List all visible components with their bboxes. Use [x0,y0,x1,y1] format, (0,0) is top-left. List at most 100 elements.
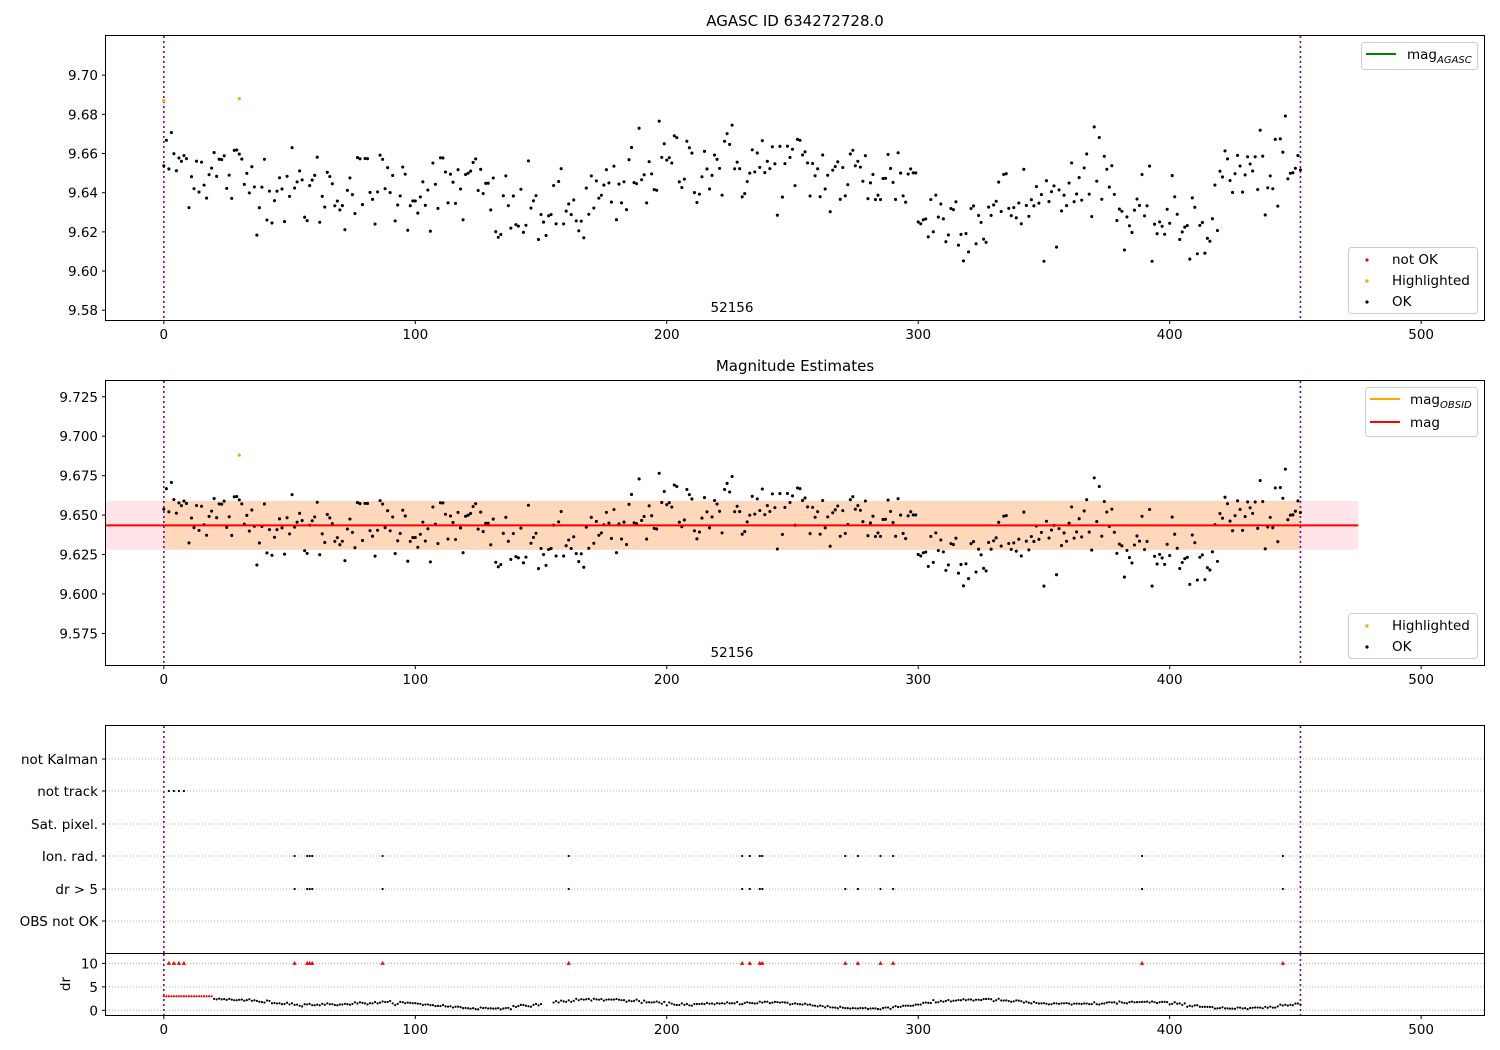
ok-point [267,528,271,532]
dr-point [826,1004,829,1008]
ok-point [436,206,440,210]
ok-point [906,514,910,518]
ok-point [587,212,591,216]
ok-point [936,215,940,219]
dr-point [469,1007,472,1010]
ok-point [816,510,820,514]
dr-point [504,1006,507,1010]
ok-point [172,497,176,502]
ok-point [813,515,817,519]
ok-point [526,159,531,163]
ok-point [162,507,166,511]
dr-point [889,1007,892,1010]
dr-point [1271,1006,1274,1009]
dr-point [529,1005,533,1008]
dr-point [368,1002,372,1005]
x-tick-label: 300 [905,1022,931,1038]
ok-point [245,171,249,175]
ok-point [496,235,500,239]
y-tick-label: 9.64 [68,186,98,202]
y-tick-label: 9.625 [59,548,98,564]
dr-point [658,1001,661,1004]
dr-outlier-marker [566,960,571,965]
ok-point [511,531,515,536]
dr-point [348,1003,352,1006]
dr-point [502,1007,505,1010]
ok-point [1218,169,1222,173]
y-tick-label: 5 [89,980,98,996]
ok-point [1268,515,1272,519]
ok-point [358,502,362,506]
dr-point [356,1002,359,1005]
dr-point [635,998,638,1001]
ok-point [509,557,513,561]
ok-point [994,199,998,203]
legend-mag-label: mag [1410,415,1440,431]
dr-point [585,998,588,1001]
dr-point [346,1003,349,1006]
ok-point [423,203,427,207]
ok-point [889,166,893,171]
dr-point [1291,1004,1294,1007]
ok-point [192,187,196,191]
ok-point [212,497,216,501]
ok-point [1082,166,1086,170]
ok-point [494,230,498,234]
ok-point [177,501,181,505]
dr-flagged-point [210,995,213,998]
dr-point [1123,1001,1126,1005]
ok-point [496,565,500,569]
dr-point [235,999,238,1002]
ok-point [1291,171,1295,175]
dr-point [824,1006,827,1009]
ok-point [1153,222,1157,226]
dr-point [1057,1002,1061,1005]
ok-point [1132,208,1137,212]
dr-point [949,1000,953,1003]
ok-point [1246,155,1250,159]
ok-point [755,151,759,155]
ok-point [750,494,754,498]
dr-point [567,999,570,1002]
ok-point [1054,245,1059,249]
dr-point [869,1007,872,1010]
dr-point [1040,1002,1043,1005]
ok-point [431,161,435,165]
ok-point [1241,528,1245,532]
ok-point [1067,521,1071,525]
dr-point [1289,1003,1292,1006]
ok-point [1215,559,1220,563]
dr-point [1203,1005,1206,1008]
dr-point [280,1003,284,1006]
ok-point [740,532,744,536]
dr-point [678,1003,681,1007]
ok-point [733,167,737,171]
dr-flagged-point [172,995,175,998]
ok-point [743,192,747,196]
ok-point [1117,207,1121,211]
dr-point [1161,1000,1164,1003]
dr-point [942,1000,945,1003]
ok-point [989,547,993,551]
ok-point [1175,212,1179,216]
dr-point [688,1004,691,1007]
legend-not-ok-marker [1365,258,1369,262]
ok-point [471,505,475,509]
ok-point [220,502,224,506]
ok-point [1150,584,1154,588]
ok-point [763,171,767,175]
ok-point [660,500,664,505]
flag-point [182,789,186,793]
ok-point [1092,476,1096,480]
ok-point [685,487,689,492]
dr-point [1002,999,1005,1002]
dr-point [1037,1002,1041,1005]
ok-point [1271,187,1275,191]
ok-point [393,219,397,223]
ok-point [534,531,538,535]
ok-point [1203,251,1207,255]
dr-point [1017,999,1020,1002]
ok-point [1185,555,1189,559]
dr-point [1191,1005,1194,1008]
ok-point [1022,510,1026,514]
